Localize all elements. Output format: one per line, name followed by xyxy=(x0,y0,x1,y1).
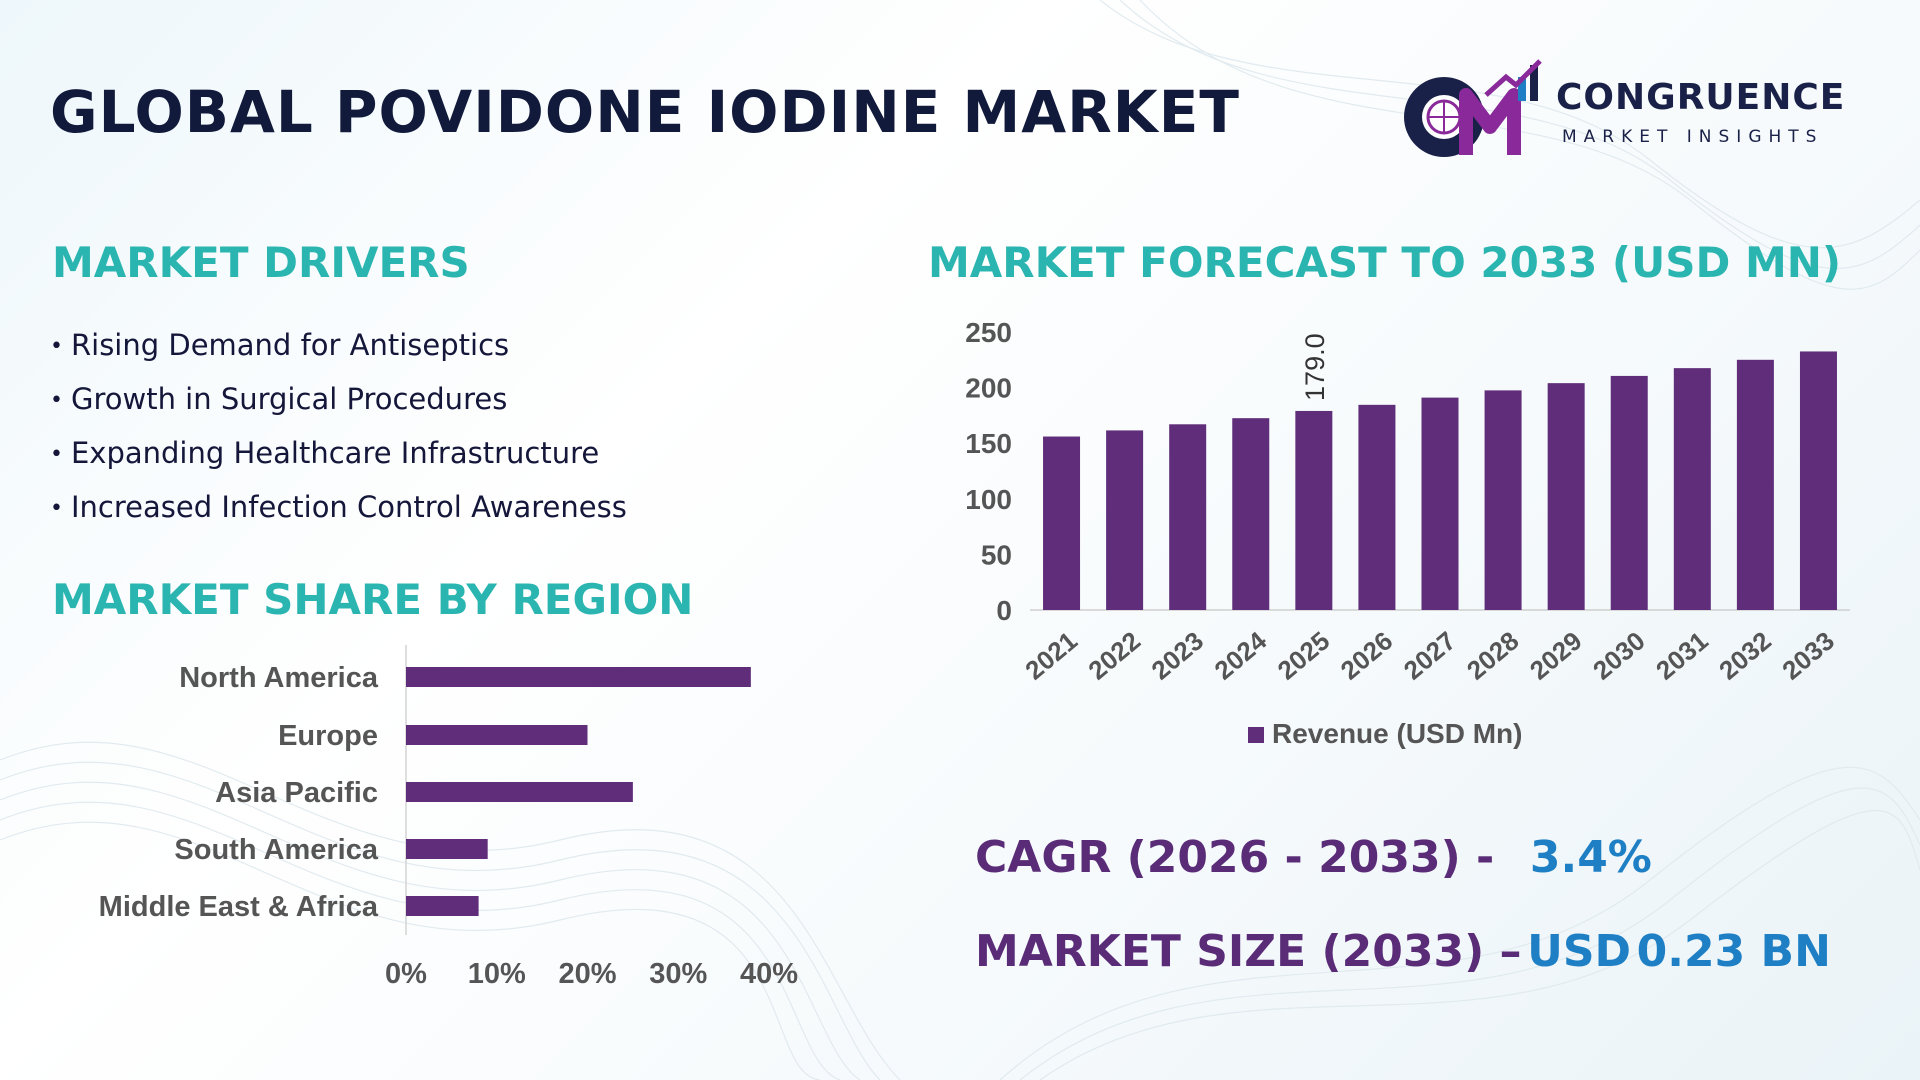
x-tick-label: 2024 xyxy=(1209,625,1273,686)
x-tick-label: 2023 xyxy=(1146,625,1210,685)
region-bar xyxy=(406,782,633,802)
cagr-value: 3.4% xyxy=(1529,832,1652,883)
driver-text: Rising Demand for Antiseptics xyxy=(70,328,510,362)
forecast-bar-chart: 0 50 100 150 200 250 2021 2022 2023 2024 2025 179.0… xyxy=(965,317,1850,749)
region-bar xyxy=(406,896,479,916)
bullet-icon: • xyxy=(50,334,63,359)
region-label: Middle East & Africa xyxy=(99,891,379,923)
x-tick-label: 2033 xyxy=(1776,625,1840,685)
region-bar xyxy=(406,839,488,859)
x-tick-label: 2030 xyxy=(1587,625,1651,685)
driver-item: • Growth in Surgical Procedures xyxy=(50,378,627,432)
region-bar xyxy=(406,667,751,687)
legend-swatch xyxy=(1248,727,1264,743)
forecast-bar xyxy=(1358,404,1396,610)
forecast-bar xyxy=(1106,430,1144,610)
x-tick-label: 2021 xyxy=(1019,625,1083,685)
forecast-bar xyxy=(1736,359,1774,610)
forecast-bar xyxy=(1043,436,1081,610)
data-label: 179.0 xyxy=(1300,333,1330,401)
forecast-bar xyxy=(1421,397,1459,610)
x-tick-label: 0% xyxy=(385,958,427,990)
logo-name: CONGRUENCE xyxy=(1556,77,1846,118)
bullet-icon: • xyxy=(50,388,63,413)
region-label: North America xyxy=(179,662,379,694)
forecast-bar xyxy=(1799,351,1837,610)
y-tick-label: 50 xyxy=(981,539,1012,570)
x-tick-label: 2022 xyxy=(1082,625,1146,685)
bullet-icon: • xyxy=(50,496,63,521)
driver-text: Growth in Surgical Procedures xyxy=(70,382,508,416)
market-size-label: MARKET SIZE (2033) – xyxy=(975,926,1522,977)
y-tick-label: 250 xyxy=(965,317,1012,348)
x-tick-label: 2031 xyxy=(1650,625,1714,685)
page-title: GLOBAL POVIDONE IODINE MARKET xyxy=(50,78,1240,146)
drivers-list: • Rising Demand for Antiseptics • Growth i… xyxy=(50,324,627,540)
region-label: South America xyxy=(174,834,378,866)
driver-item: • Increased Infection Control Awareness xyxy=(50,486,627,540)
y-tick-label: 200 xyxy=(965,373,1012,404)
cagr-label: CAGR (2026 - 2033) - xyxy=(975,832,1495,883)
forecast-bar xyxy=(1610,375,1648,610)
region-label: Asia Pacific xyxy=(215,777,378,809)
driver-item: • Rising Demand for Antiseptics xyxy=(50,324,627,378)
driver-text: Increased Infection Control Awareness xyxy=(70,490,627,524)
y-tick-label: 150 xyxy=(965,428,1012,459)
x-tick-label: 2032 xyxy=(1713,625,1777,685)
market-size-value: 0.23 BN xyxy=(1636,926,1831,977)
x-tick-label: 2026 xyxy=(1335,625,1399,685)
brand-logo: CONGRUENCE MARKET INSIGHTS xyxy=(1400,55,1880,165)
forecast-bar xyxy=(1232,418,1270,610)
region-label: Europe xyxy=(278,720,378,752)
driver-item: • Expanding Healthcare Infrastructure xyxy=(50,432,627,486)
x-tick-label: 2028 xyxy=(1461,625,1525,685)
x-tick-label: 20% xyxy=(558,958,616,990)
bullet-icon: • xyxy=(50,442,63,467)
x-tick-label: 40% xyxy=(740,958,798,990)
x-tick-label: 2027 xyxy=(1398,625,1462,685)
y-tick-label: 100 xyxy=(965,484,1012,515)
x-tick-label: 10% xyxy=(468,958,526,990)
forecast-bar xyxy=(1484,390,1522,610)
forecast-bar xyxy=(1169,424,1207,610)
forecast-bar xyxy=(1673,368,1711,610)
cm-logo-icon xyxy=(1404,59,1542,157)
forecast-bar xyxy=(1295,410,1333,610)
market-size-currency: USD xyxy=(1527,926,1632,977)
market-size-kpi: MARKET SIZE (2033) – USD 0.23 BN xyxy=(975,926,1831,977)
forecast-heading: MARKET FORECAST TO 2033 (USD MN) xyxy=(928,238,1842,287)
forecast-bar xyxy=(1547,383,1585,610)
driver-text: Expanding Healthcare Infrastructure xyxy=(70,436,600,470)
y-tick-label: 0 xyxy=(996,595,1012,626)
x-tick-label: 30% xyxy=(649,958,707,990)
region-share-chart: North America Europe Asia Pacific South Ame… xyxy=(99,645,798,990)
region-bar xyxy=(406,725,588,745)
region-heading: MARKET SHARE BY REGION xyxy=(52,575,694,624)
cagr-kpi: CAGR (2026 - 2033) - 3.4% xyxy=(975,832,1652,883)
legend-label: Revenue (USD Mn) xyxy=(1272,718,1522,749)
logo-tagline: MARKET INSIGHTS xyxy=(1562,127,1824,147)
drivers-heading: MARKET DRIVERS xyxy=(52,238,470,287)
x-tick-label: 2029 xyxy=(1524,625,1588,685)
x-tick-label: 2025 xyxy=(1272,625,1336,685)
